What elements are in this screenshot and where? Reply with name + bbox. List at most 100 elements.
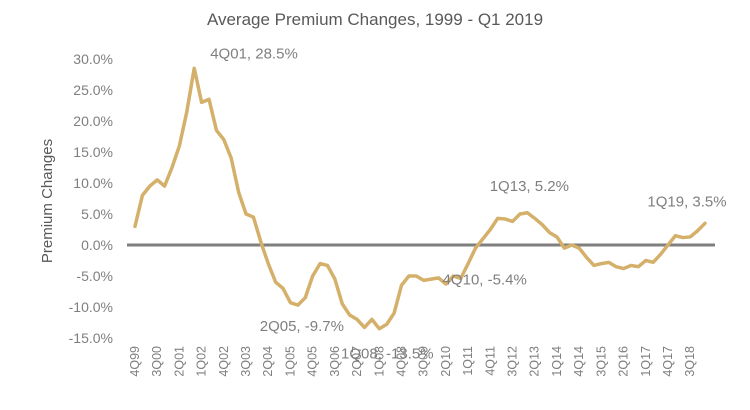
data-point bbox=[422, 279, 425, 282]
x-tick-label: 1Q02 bbox=[195, 346, 209, 377]
data-point bbox=[222, 138, 225, 141]
data-point bbox=[681, 236, 684, 239]
data-point bbox=[629, 264, 632, 267]
data-point bbox=[607, 261, 610, 264]
x-tick-label: 2Q01 bbox=[172, 346, 186, 377]
chart-title: Average Premium Changes, 1999 - Q1 2019 bbox=[207, 10, 543, 29]
annotation-label: 2Q05, -9.7% bbox=[260, 318, 344, 335]
data-point bbox=[289, 301, 292, 304]
data-point bbox=[193, 67, 196, 70]
data-point bbox=[363, 326, 366, 329]
annotations: 4Q01, 28.5% 2Q05, -9.7% 1Q08, -13.5% 4Q10, … bbox=[210, 45, 726, 362]
data-points bbox=[134, 67, 707, 330]
x-tick-label: 2Q16 bbox=[617, 346, 631, 377]
data-point bbox=[163, 185, 166, 188]
data-point bbox=[585, 256, 588, 259]
data-point bbox=[134, 225, 137, 228]
data-point bbox=[333, 278, 336, 281]
y-tick-label: 0.0% bbox=[81, 237, 113, 253]
data-point bbox=[267, 262, 270, 265]
data-point bbox=[385, 323, 388, 326]
data-point bbox=[615, 265, 618, 268]
x-tick-label: 1Q05 bbox=[283, 346, 297, 377]
data-point bbox=[696, 229, 699, 232]
x-tick-label: 1Q14 bbox=[550, 346, 564, 377]
y-tick-label: 5.0% bbox=[81, 206, 113, 222]
data-point bbox=[326, 264, 329, 267]
x-tick-label: 4Q02 bbox=[217, 346, 231, 377]
x-tick-label: 2Q13 bbox=[528, 346, 542, 377]
annotation-label: 1Q13, 5.2% bbox=[490, 178, 569, 195]
annotation-label: 4Q10, -5.4% bbox=[443, 271, 527, 288]
data-point bbox=[637, 265, 640, 268]
x-tick-label: 4Q08 bbox=[394, 346, 408, 377]
y-tick-label: -15.0% bbox=[69, 330, 113, 346]
x-tick-label: 3Q15 bbox=[594, 346, 608, 377]
data-point bbox=[407, 275, 410, 278]
data-point bbox=[437, 276, 440, 279]
data-point bbox=[511, 220, 514, 223]
x-tick-label: 2Q07 bbox=[350, 346, 364, 377]
data-point bbox=[474, 247, 477, 250]
data-point bbox=[156, 178, 159, 181]
data-point bbox=[674, 234, 677, 237]
data-point bbox=[704, 222, 707, 225]
data-point bbox=[644, 259, 647, 262]
data-point bbox=[208, 98, 211, 101]
x-tick-label: 1Q11 bbox=[461, 346, 475, 376]
x-tick-label: 2Q10 bbox=[439, 346, 453, 377]
data-point bbox=[555, 235, 558, 238]
data-point bbox=[274, 281, 277, 284]
data-point bbox=[296, 304, 299, 307]
y-axis-label: Premium Changes bbox=[39, 139, 56, 263]
data-point bbox=[319, 262, 322, 265]
y-tick-label: 15.0% bbox=[73, 144, 113, 160]
x-tick-label: 3Q09 bbox=[417, 346, 431, 377]
data-point bbox=[578, 247, 581, 250]
data-point bbox=[215, 129, 218, 132]
x-tick-label: 4Q17 bbox=[661, 346, 675, 377]
data-point bbox=[230, 157, 233, 160]
data-point bbox=[341, 302, 344, 305]
data-point bbox=[393, 312, 396, 315]
data-point bbox=[504, 217, 507, 220]
y-tick-label: -10.0% bbox=[69, 299, 113, 315]
data-point bbox=[622, 267, 625, 270]
series-line bbox=[133, 66, 707, 331]
x-tick-label: 4Q14 bbox=[572, 346, 586, 377]
y-tick-label: -5.0% bbox=[76, 268, 113, 284]
data-point bbox=[348, 314, 351, 317]
x-tick-label: 3Q03 bbox=[239, 346, 253, 377]
data-point bbox=[689, 235, 692, 238]
data-point bbox=[259, 240, 262, 243]
data-point bbox=[415, 275, 418, 278]
data-point bbox=[659, 253, 662, 256]
data-point bbox=[430, 278, 433, 281]
data-point bbox=[481, 237, 484, 240]
annotation-label: 1Q19, 3.5% bbox=[647, 193, 726, 210]
data-point bbox=[141, 194, 144, 197]
x-tick-label: 2Q04 bbox=[261, 346, 275, 377]
annotation-label: 4Q01, 28.5% bbox=[210, 45, 298, 62]
data-point bbox=[282, 287, 285, 290]
data-point bbox=[200, 101, 203, 104]
x-tick-label: 3Q06 bbox=[328, 346, 342, 377]
data-point bbox=[652, 261, 655, 264]
x-tick-label: 4Q11 bbox=[483, 346, 497, 376]
data-point bbox=[496, 217, 499, 220]
data-point bbox=[570, 244, 573, 247]
data-point bbox=[526, 211, 529, 214]
data-point bbox=[370, 318, 373, 321]
data-point bbox=[311, 275, 314, 278]
data-point bbox=[666, 244, 669, 247]
data-point bbox=[148, 185, 151, 188]
x-tick-label: 4Q99 bbox=[128, 346, 142, 377]
data-point bbox=[178, 144, 181, 147]
data-point bbox=[400, 284, 403, 287]
x-axis-ticks: 4Q99 3Q00 2Q01 1Q02 4Q02 3Q03 2Q04 1Q05 4Q05 3Q06… bbox=[128, 346, 697, 377]
y-tick-label: 30.0% bbox=[73, 51, 113, 67]
data-point bbox=[541, 223, 544, 226]
data-point bbox=[171, 166, 174, 169]
data-point bbox=[548, 231, 551, 234]
data-point bbox=[600, 262, 603, 265]
